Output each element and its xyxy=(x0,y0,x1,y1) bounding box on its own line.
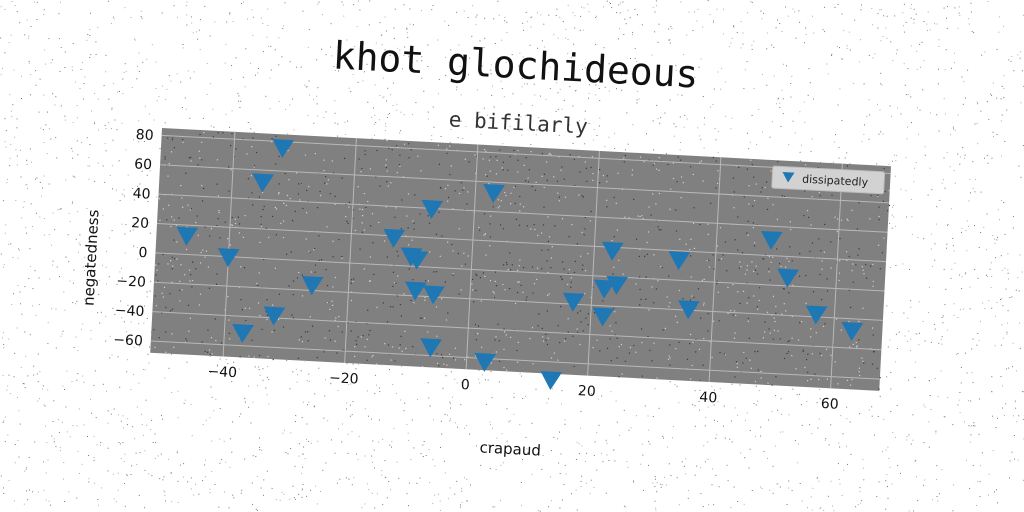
data-point xyxy=(421,199,444,219)
data-point xyxy=(301,276,324,296)
data-markers xyxy=(176,139,864,391)
x-tick-label: −20 xyxy=(329,370,359,388)
data-point xyxy=(423,285,445,305)
grid-line-y xyxy=(160,164,890,204)
grid-line-x xyxy=(708,157,722,383)
legend-marker xyxy=(782,172,795,183)
y-tick-label: −20 xyxy=(116,273,146,291)
data-point xyxy=(232,323,254,343)
data-point xyxy=(263,306,286,326)
chart-title: khot glochideous xyxy=(332,33,700,96)
data-point xyxy=(841,322,864,342)
data-point xyxy=(474,352,497,372)
legend-label: dissipatedly xyxy=(802,173,869,189)
data-point xyxy=(777,268,799,288)
grid-line-x xyxy=(344,138,357,363)
legend: dissipatedly xyxy=(771,165,886,195)
grid-line-y xyxy=(158,193,888,233)
x-axis-label: crapaud xyxy=(479,438,541,459)
grid-line-x xyxy=(587,150,600,376)
grid-line-y xyxy=(155,252,885,292)
y-axis-label: negatedness xyxy=(79,209,102,306)
x-tick-label: −40 xyxy=(207,364,237,382)
data-point xyxy=(760,230,783,250)
y-tick-label: 0 xyxy=(138,245,148,261)
y-tick-label: −60 xyxy=(113,332,143,350)
y-tick-label: 40 xyxy=(132,186,151,203)
data-point xyxy=(562,292,585,312)
data-point xyxy=(678,300,700,320)
data-point xyxy=(272,139,295,159)
y-tick-labels: −60 −40 −20 0 20 40 60 80 xyxy=(113,127,154,350)
y-tick-label: −40 xyxy=(114,303,144,321)
x-tick-labels: −40 −20 0 20 40 60 xyxy=(207,364,839,413)
plot-speckle xyxy=(153,131,890,390)
grid-line-y xyxy=(150,340,880,380)
x-tick-label: 40 xyxy=(699,390,718,407)
data-point xyxy=(383,228,406,248)
data-point xyxy=(217,248,240,268)
data-point xyxy=(602,241,624,261)
data-point xyxy=(483,183,505,203)
data-point xyxy=(176,226,199,246)
data-point xyxy=(406,250,429,270)
data-point xyxy=(405,281,427,301)
plot-area: −40 −20 0 20 40 60 −60 −40 −20 0 20 40 60 80 dissipa… xyxy=(113,127,891,413)
x-tick-label: 60 xyxy=(820,396,839,413)
grid-lines xyxy=(150,131,891,389)
data-point xyxy=(592,307,615,327)
data-point xyxy=(540,371,563,391)
grid-line-y xyxy=(153,281,883,321)
grid-line-x xyxy=(830,163,843,389)
data-point xyxy=(606,275,629,295)
chart-subtitle: e bifilarly xyxy=(448,107,588,138)
x-tick-label: 20 xyxy=(577,383,596,400)
data-point xyxy=(420,338,443,358)
data-point xyxy=(805,305,828,325)
grid-line-x xyxy=(222,131,236,357)
legend-box xyxy=(771,165,886,195)
y-tick-label: 80 xyxy=(135,127,154,144)
grid-line-x xyxy=(465,144,479,370)
y-tick-label: 20 xyxy=(131,215,150,232)
data-point xyxy=(252,173,275,193)
data-point xyxy=(668,251,691,271)
y-tick-label: 60 xyxy=(134,156,153,173)
data-point xyxy=(593,279,616,299)
x-tick-label: 0 xyxy=(460,377,470,393)
grid-line-y xyxy=(156,222,887,263)
